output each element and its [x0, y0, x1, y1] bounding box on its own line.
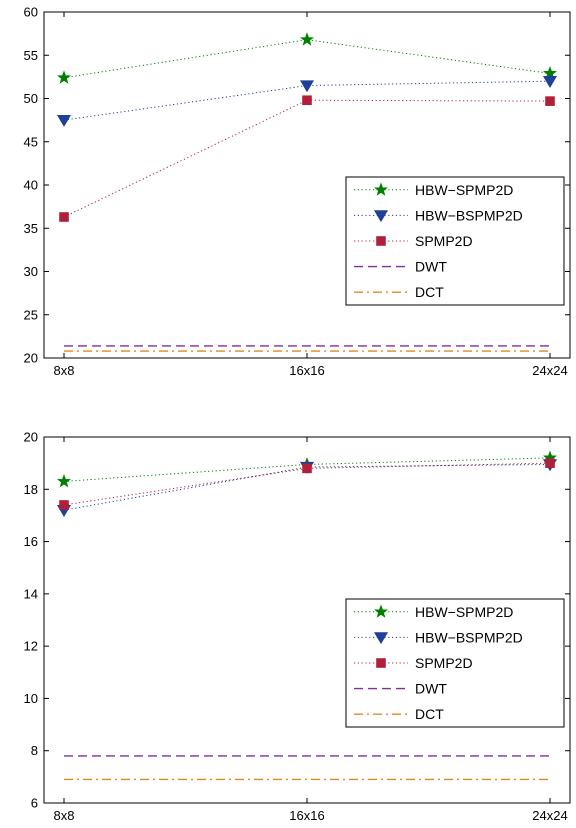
y-tick-label: 12 [24, 639, 38, 654]
data-point [302, 463, 312, 474]
data-point [56, 474, 72, 488]
y-tick-label: 50 [24, 91, 38, 106]
legend-entry: SPMP2D [415, 655, 473, 671]
series-line [63, 39, 551, 79]
legend: HBW−SPMP2D HBW−BSPMP2D SPMP2D DWT DCT [345, 176, 565, 306]
legend-marker [376, 658, 386, 668]
legend-entry: HBW−BSPMP2D [415, 207, 523, 223]
series-hbw-spmp2d [56, 32, 558, 84]
data-point [59, 212, 69, 222]
y-tick-label: 30 [24, 264, 38, 279]
data-point [56, 70, 72, 84]
y-tick-label: 25 [24, 307, 38, 322]
y-tick-label: 14 [24, 586, 38, 601]
legend-marker [373, 632, 389, 645]
chart-1: 20 25 30 35 40 45 50 55 60 8x8 16x16 24x24 HBW−SPMP2… [24, 5, 571, 378]
y-tick-label: 10 [24, 691, 38, 706]
y-tick-label: 18 [24, 482, 38, 497]
y-tick-label: 6 [31, 796, 38, 811]
series-hbw-bspmp2d [56, 76, 558, 127]
x-tick-label: 8x8 [54, 363, 75, 378]
y-tick-label: 20 [24, 430, 38, 445]
legend-marker [376, 236, 386, 246]
legend-marker [373, 604, 389, 618]
legend-entry: DCT [415, 706, 444, 722]
data-point [299, 80, 315, 93]
legend: HBW−SPMP2D HBW−BSPMP2D SPMP2D DWT DCT [345, 598, 565, 728]
data-point [542, 76, 558, 88]
y-tick-label: 35 [24, 221, 38, 236]
x-tick-label: 24x24 [532, 808, 567, 823]
y-tick-label: 60 [24, 5, 38, 20]
series-spmp2d [59, 95, 555, 222]
y-tick-label: 16 [24, 534, 38, 549]
legend-marker [373, 182, 389, 196]
legend-entry: HBW−SPMP2D [415, 604, 513, 620]
legend-entry: DWT [415, 259, 447, 275]
data-point [302, 95, 312, 106]
series-line [63, 80, 551, 121]
x-tick-label: 16x16 [289, 363, 324, 378]
y-tick-label: 20 [24, 351, 38, 366]
series-spmp2d [59, 458, 555, 510]
data-point [545, 96, 555, 106]
legend-marker [373, 210, 389, 223]
series-line [63, 462, 551, 506]
data-point [59, 500, 69, 510]
x-tick-label: 24x24 [532, 363, 567, 378]
legend-entry: HBW−SPMP2D [415, 182, 513, 198]
data-point [545, 458, 555, 468]
x-tick-label: 16x16 [289, 808, 324, 823]
y-tick-label: 8 [31, 743, 38, 758]
legend-entry: SPMP2D [415, 233, 473, 249]
data-point [56, 114, 72, 127]
y-tick-label: 45 [24, 134, 38, 149]
legend-entry: DCT [415, 284, 444, 300]
legend-entry: DWT [415, 681, 447, 697]
x-tick-label: 8x8 [54, 808, 75, 823]
data-point [299, 32, 315, 46]
y-tick-label: 55 [24, 48, 38, 63]
legend-entry: HBW−BSPMP2D [415, 629, 523, 645]
y-tick-label: 40 [24, 178, 38, 193]
